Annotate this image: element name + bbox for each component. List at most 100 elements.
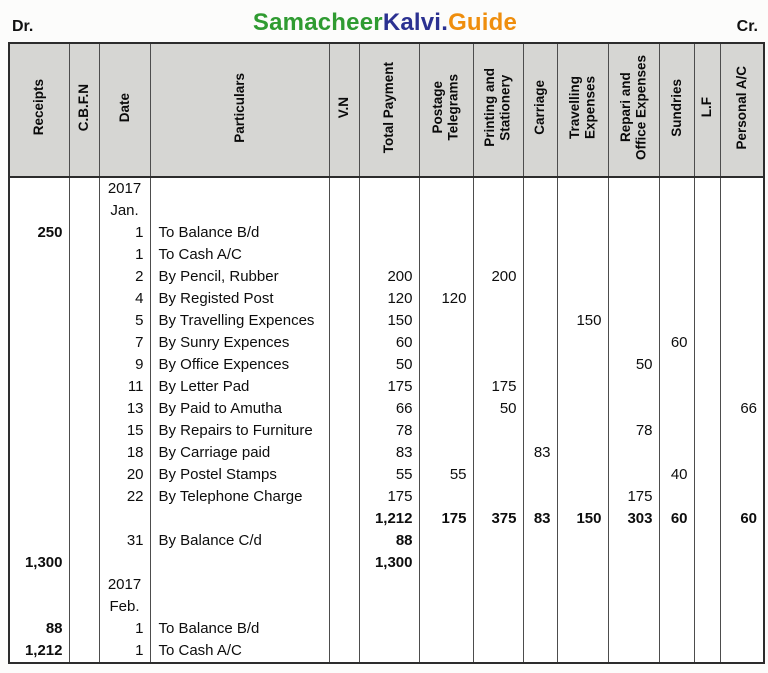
cell-particulars: By Postel Stamps — [149, 464, 329, 486]
cell-particulars: By Carriage paid — [149, 442, 329, 464]
table-row: 20 By Postel Stamps 55 55 40 — [9, 464, 764, 486]
cell-printing — [472, 618, 523, 640]
petty-cash-book-table: Receipts C.B.F.N Date Particulars V.N To… — [8, 42, 765, 664]
cell-total: 175 — [358, 486, 419, 508]
cell-date: 15 — [98, 420, 150, 442]
cell-cbfn — [68, 200, 99, 222]
cell-receipts — [9, 420, 69, 442]
cell-repairs — [607, 618, 659, 640]
column-header-total-payment: Total Payment — [358, 43, 419, 178]
cell-sundries — [658, 442, 694, 464]
cell-postage — [418, 486, 473, 508]
table-row: 250 1 To Balance B/d — [9, 222, 764, 244]
cell-particulars: To Balance B/d — [149, 222, 329, 244]
table-row: 5 By Travelling Expences 150 150 — [9, 310, 764, 332]
cell-date: 22 — [98, 486, 150, 508]
cell-vn — [328, 177, 359, 200]
cell-vn — [328, 508, 359, 530]
table-row: 1,300 1,300 — [9, 552, 764, 574]
cell-sundries — [658, 398, 694, 420]
column-header-printing-stationery: Printing and Stationery — [472, 43, 523, 178]
cell-carriage — [522, 200, 557, 222]
cell-total: 88 — [358, 530, 419, 552]
cell-repairs — [607, 288, 659, 310]
cell-carriage — [522, 177, 557, 200]
cell-receipts — [9, 177, 69, 200]
cell-particulars: To Cash A/C — [149, 640, 329, 663]
cell-personal — [719, 244, 764, 266]
cell-vn — [328, 596, 359, 618]
cell-sundries — [658, 420, 694, 442]
cell-travelling — [556, 376, 608, 398]
cell-total: 1,212 — [358, 508, 419, 530]
cell-receipts: 88 — [45, 620, 63, 637]
cell-date: 7 — [98, 332, 150, 354]
cell-printing — [472, 640, 523, 663]
cell-postage — [418, 376, 473, 398]
cell-repairs — [607, 442, 659, 464]
cell-printing: 175 — [472, 376, 523, 398]
cell-lf — [693, 640, 720, 663]
cell-cbfn — [68, 354, 99, 376]
cell-personal — [719, 200, 764, 222]
cell-travelling — [556, 596, 608, 618]
cell-travelling — [556, 640, 608, 663]
cell-travelling — [556, 442, 608, 464]
cell-lf — [693, 442, 720, 464]
cell-repairs — [607, 530, 659, 552]
cell-cbfn — [68, 310, 99, 332]
cell-postage — [418, 200, 473, 222]
cell-sundries — [658, 200, 694, 222]
cell-travelling — [556, 420, 608, 442]
cell-cbfn — [68, 266, 99, 288]
cell-postage — [418, 618, 473, 640]
logo-part-samacheer: Samacheer — [252, 9, 383, 36]
cell-lf — [693, 618, 720, 640]
dr-label: Dr. — [12, 18, 34, 35]
cell-carriage — [522, 376, 557, 398]
table-row: 7 By Sunry Expences 60 60 — [9, 332, 764, 354]
cell-vn — [328, 332, 359, 354]
cell-vn — [328, 376, 359, 398]
cell-lf — [693, 288, 720, 310]
cell-printing — [472, 354, 523, 376]
cell-vn — [328, 288, 359, 310]
cell-carriage — [522, 464, 557, 486]
cell-personal — [719, 310, 764, 332]
column-header-date: Date — [98, 43, 150, 178]
cell-lf — [693, 486, 720, 508]
cell-lf — [693, 177, 720, 200]
cell-sundries — [658, 266, 694, 288]
cell-date — [98, 552, 150, 574]
cell-particulars — [149, 574, 329, 596]
cell-lf — [693, 310, 720, 332]
cell-date — [98, 508, 150, 530]
cell-carriage — [522, 530, 557, 552]
cell-postage — [418, 310, 473, 332]
cell-lf — [693, 266, 720, 288]
cell-particulars: To Cash A/C — [149, 244, 329, 266]
cell-travelling — [556, 244, 608, 266]
logo-part-kalvi: Kalvi — [382, 9, 442, 36]
cell-sundries — [658, 486, 694, 508]
cell-sundries — [658, 310, 694, 332]
cell-carriage — [522, 618, 557, 640]
cell-total — [358, 640, 419, 663]
cell-repairs — [607, 332, 659, 354]
cell-carriage — [522, 552, 557, 574]
cell-repairs — [607, 310, 659, 332]
cell-personal — [719, 574, 764, 596]
cell-sundries — [658, 618, 694, 640]
cell-cbfn — [68, 552, 99, 574]
column-header-cbfn: C.B.F.N — [68, 43, 99, 178]
cell-receipts: 1,212 — [24, 642, 63, 659]
cell-postage — [418, 398, 473, 420]
table-row: 13 By Paid to Amutha 66 50 66 — [9, 398, 764, 420]
cell-particulars: By Repairs to Furniture — [149, 420, 329, 442]
cell-printing: 375 — [472, 508, 523, 530]
cell-postage — [418, 530, 473, 552]
cell-particulars: By Registed Post — [149, 288, 329, 310]
table-body: 2017 Jan. 250 1 To Balance B/d 1 To Cash A/C 2 B… — [9, 177, 764, 663]
cell-sundries — [658, 596, 694, 618]
cell-lf — [693, 530, 720, 552]
